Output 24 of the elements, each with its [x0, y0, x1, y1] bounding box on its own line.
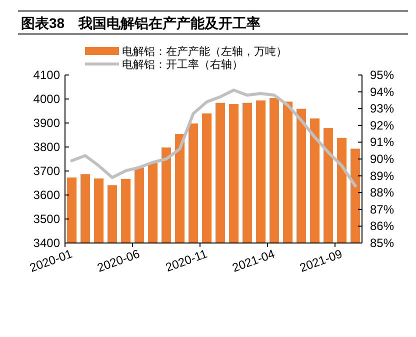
y-tick-label: 3700: [33, 164, 60, 178]
legend-label: 电解铝：开工率（右轴）: [122, 58, 243, 71]
line-series: [70, 88, 357, 188]
y2-tick-label: 89%: [370, 168, 394, 183]
title: 图表38 我国电解铝在产产能及开工率: [18, 10, 408, 34]
y-tick-label: 4100: [33, 68, 60, 82]
y-tick-label: 3500: [33, 212, 60, 226]
y2-tick-label: 91%: [370, 135, 394, 150]
y2-tick-label: 85%: [370, 236, 394, 250]
y2-tick-label: 90%: [370, 152, 394, 166]
y-tick-label: 4000: [33, 92, 60, 106]
chart-title: 图表38 我国电解铝在产产能及开工率: [21, 15, 261, 31]
y2-tick-label: 95%: [370, 68, 394, 82]
y2-tick-label: 86%: [370, 219, 394, 234]
legend-label: 电解铝：在产产能（左轴，万吨）: [122, 45, 287, 58]
y-tick-label: 3800: [33, 140, 60, 154]
y-tick-label: 3900: [33, 116, 60, 130]
y-tick-label: 3400: [33, 236, 60, 250]
y-tick-label: 3600: [33, 188, 60, 202]
y2-tick-label: 94%: [370, 84, 394, 99]
y2-tick-label: 88%: [370, 186, 394, 200]
y2-tick-label: 87%: [370, 202, 394, 216]
y2-tick-label: 92%: [370, 118, 394, 132]
y2-tick-label: 93%: [370, 102, 394, 116]
